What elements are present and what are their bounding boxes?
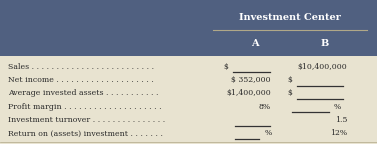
Text: 1.5: 1.5 xyxy=(335,116,347,124)
Text: 8%: 8% xyxy=(259,103,271,111)
Text: B: B xyxy=(321,39,329,49)
Text: Sales . . . . . . . . . . . . . . . . . . . . . . . . .: Sales . . . . . . . . . . . . . . . . . … xyxy=(8,63,154,71)
Text: Investment Center: Investment Center xyxy=(239,14,341,22)
Text: $: $ xyxy=(223,63,228,71)
Text: 12%: 12% xyxy=(330,129,347,137)
Text: $: $ xyxy=(287,76,292,84)
Text: $: $ xyxy=(287,89,292,97)
Text: A: A xyxy=(251,39,259,49)
Text: Profit margin . . . . . . . . . . . . . . . . . . . .: Profit margin . . . . . . . . . . . . . … xyxy=(8,103,162,111)
Text: Investment turnover . . . . . . . . . . . . . . .: Investment turnover . . . . . . . . . . … xyxy=(8,116,165,124)
Text: %: % xyxy=(265,129,272,137)
Text: %: % xyxy=(334,103,341,111)
Text: Average invested assets . . . . . . . . . . .: Average invested assets . . . . . . . . … xyxy=(8,89,158,97)
Text: Net income . . . . . . . . . . . . . . . . . . . .: Net income . . . . . . . . . . . . . . .… xyxy=(8,76,154,84)
Text: $10,400,000: $10,400,000 xyxy=(297,63,347,71)
Text: $ 352,000: $ 352,000 xyxy=(231,76,271,84)
Bar xyxy=(0,0,377,56)
Text: Return on (assets) investment . . . . . . .: Return on (assets) investment . . . . . … xyxy=(8,129,163,137)
Text: $1,400,000: $1,400,000 xyxy=(226,89,271,97)
